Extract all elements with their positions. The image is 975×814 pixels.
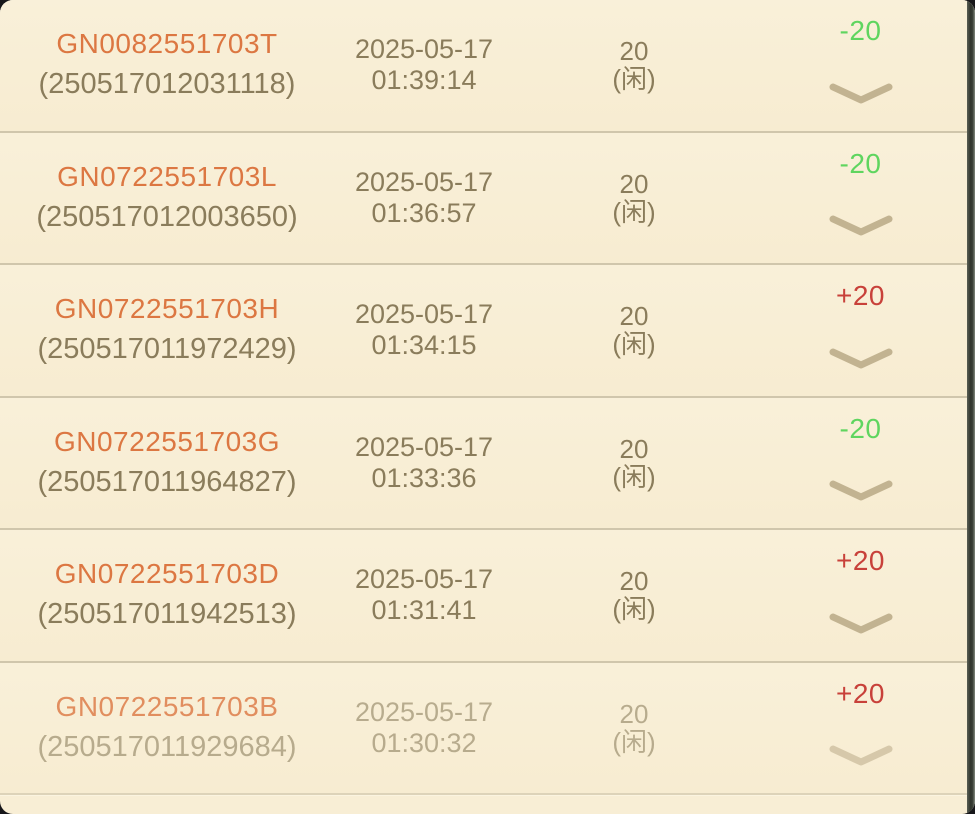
order-datetime-cell: 2025-05-17 01:39:14: [334, 34, 514, 96]
order-code: GN0082551703T: [56, 28, 278, 60]
order-date: 2025-05-17: [354, 564, 494, 595]
order-status-cell: 20 (闲): [514, 37, 754, 93]
amount-cell: +20: [754, 663, 967, 794]
order-status-cell: 20 (闲): [514, 435, 754, 491]
order-code: GN0722551703H: [54, 293, 280, 325]
amount-cell: +20: [754, 530, 967, 661]
order-time: 01:31:41: [371, 595, 477, 626]
table-row[interactable]: GN0722551703L (250517012003650) 2025-05-…: [0, 132, 967, 265]
amount-change: +20: [836, 677, 885, 709]
order-time: 01:39:14: [371, 65, 477, 96]
order-status-cell: 20 (闲): [514, 170, 754, 226]
chevron-down-icon[interactable]: [829, 613, 893, 635]
order-code-cell: GN0722551703G (250517011964827): [0, 425, 334, 499]
scrollbar[interactable]: [967, 0, 975, 814]
status-count: 20: [619, 433, 649, 464]
order-date: 2025-05-17: [354, 34, 494, 65]
order-time: 01:33:36: [371, 462, 477, 493]
order-datetime-cell: 2025-05-17 01:31:41: [334, 564, 514, 626]
table-row[interactable]: GN0722551703D (250517011942513) 2025-05-…: [0, 530, 967, 663]
order-serial: (250517011972429): [37, 333, 297, 366]
order-datetime-cell: 2025-05-17 01:33:36: [334, 432, 514, 494]
status-count: 20: [619, 168, 649, 199]
order-date: 2025-05-17: [354, 299, 494, 330]
chevron-down-icon[interactable]: [829, 480, 893, 502]
order-datetime-cell: 2025-05-17 01:34:15: [334, 299, 514, 361]
chevron-down-icon[interactable]: [829, 83, 893, 105]
order-status-cell: 20 (闲): [514, 567, 754, 623]
chevron-down-icon[interactable]: [829, 745, 893, 767]
order-code-cell: GN0722551703L (250517012003650): [0, 160, 334, 234]
status-count: 20: [619, 301, 649, 332]
order-date: 2025-05-17: [354, 166, 494, 197]
amount-cell: -20: [754, 0, 967, 131]
order-serial: (250517012031118): [38, 68, 296, 101]
order-time: 01:34:15: [371, 330, 477, 361]
chevron-down-icon[interactable]: [829, 215, 893, 237]
amount-change: -20: [839, 147, 882, 179]
order-code: GN0722551703L: [57, 160, 277, 192]
order-status-cell: 20 (闲): [514, 700, 754, 756]
status-count: 20: [619, 698, 649, 729]
order-serial: (250517011964827): [37, 465, 297, 498]
order-code-cell: GN0722551703B (250517011929684): [0, 690, 334, 764]
status-label: (闲): [612, 64, 656, 95]
order-code-cell: GN0082551703T (250517012031118): [0, 29, 334, 101]
amount-cell: -20: [754, 133, 967, 264]
order-serial: (250517011929684): [37, 730, 297, 763]
status-label: (闲): [612, 726, 656, 757]
order-serial: (250517012003650): [36, 200, 298, 233]
order-datetime-cell: 2025-05-17 01:30:32: [334, 697, 514, 759]
table-row[interactable]: GN0722551703H (250517011972429) 2025-05-…: [0, 265, 967, 398]
status-label: (闲): [612, 196, 656, 227]
amount-cell: +20: [754, 265, 967, 396]
order-code-cell: GN0722551703D (250517011942513): [0, 559, 334, 631]
order-date: 2025-05-17: [354, 431, 494, 462]
order-status-cell: 20 (闲): [514, 302, 754, 358]
amount-change: +20: [836, 280, 885, 311]
table-row[interactable]: GN0722551703G (250517011964827) 2025-05-…: [0, 397, 967, 530]
order-time: 01:30:32: [371, 727, 477, 758]
amount-change: -20: [839, 15, 882, 46]
table-row[interactable]: GN0722551703B (250517011929684) 2025-05-…: [0, 662, 967, 795]
status-count: 20: [619, 36, 649, 67]
order-serial: (250517011942513): [37, 598, 297, 631]
table-row[interactable]: GN0082551703T (250517012031118) 2025-05-…: [0, 0, 967, 133]
order-code-cell: GN0722551703H (250517011972429): [0, 294, 334, 366]
amount-change: -20: [839, 412, 882, 444]
order-date: 2025-05-17: [354, 696, 494, 727]
status-label: (闲): [612, 461, 656, 492]
amount-cell: -20: [754, 398, 967, 529]
status-label: (闲): [612, 594, 656, 625]
status-count: 20: [619, 566, 649, 597]
amount-change: +20: [836, 545, 885, 576]
order-datetime-cell: 2025-05-17 01:36:57: [334, 167, 514, 229]
order-code: GN0722551703G: [53, 425, 280, 457]
order-time: 01:36:57: [371, 197, 477, 228]
order-code: GN0722551703D: [54, 558, 280, 590]
status-label: (闲): [612, 329, 656, 360]
order-code: GN0722551703B: [55, 690, 279, 722]
chevron-down-icon[interactable]: [829, 348, 893, 370]
